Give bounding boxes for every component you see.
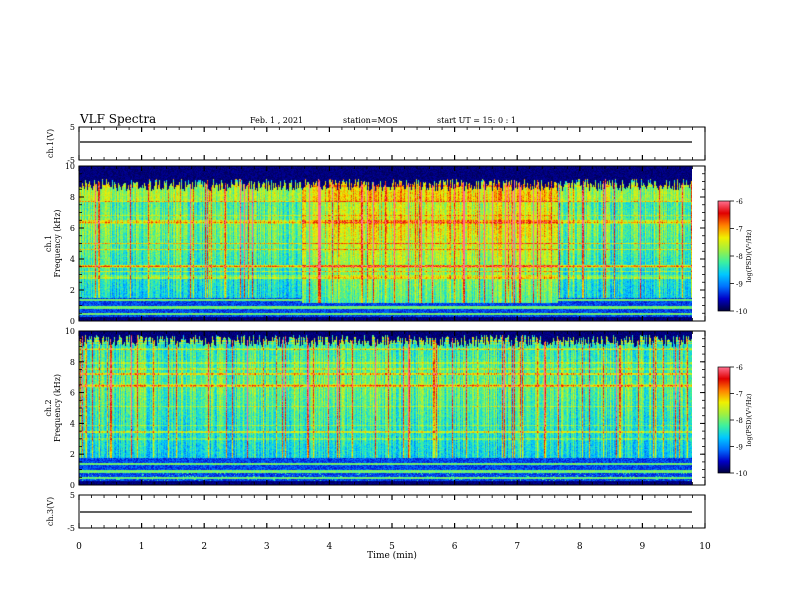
y-tick-label: 5 bbox=[70, 491, 75, 500]
colorbar-tick-label: -9 bbox=[736, 444, 743, 452]
y-tick-label: 2 bbox=[70, 286, 75, 295]
colorbar-tick-label: -7 bbox=[736, 226, 743, 234]
y-axis-label: Frequency (kHz) bbox=[53, 374, 62, 442]
x-tick-label: 9 bbox=[640, 542, 646, 552]
colorbar-tick-label: -8 bbox=[736, 417, 743, 425]
axis-ticks bbox=[78, 126, 706, 529]
colorbar-tick-label: -6 bbox=[736, 364, 743, 372]
colorbar-tick-label: -7 bbox=[736, 391, 743, 399]
y-tick-label: 0 bbox=[70, 317, 75, 326]
y-tick-label: 10 bbox=[65, 327, 75, 336]
panel-channel-label: ch.1 bbox=[44, 235, 53, 252]
x-tick-label: 10 bbox=[699, 542, 711, 552]
colorbar-tick-label: -8 bbox=[736, 253, 743, 261]
x-tick-label: 8 bbox=[577, 542, 583, 552]
colorbar-ticks: -6 -7 -8 -9 -10 log(PSD)(V²/Hz) -6 -7 -8 -9 -10 log… bbox=[730, 198, 753, 478]
y-tick-label: 0 bbox=[70, 481, 75, 490]
y-tick-label: 8 bbox=[70, 193, 75, 202]
ch2-colorbar bbox=[717, 366, 731, 474]
colorbar-tick-label: -10 bbox=[736, 470, 747, 478]
ch2-spectrogram-image bbox=[79, 331, 692, 485]
y-tick-label: 4 bbox=[70, 419, 75, 428]
start-time-label: start UT = 15: 0 : 1 bbox=[437, 116, 516, 125]
y-tick-label: 6 bbox=[70, 389, 75, 398]
y-tick-label: 5 bbox=[70, 123, 75, 132]
y-tick-label: 4 bbox=[70, 255, 75, 264]
date-label: Feb. 1 , 2021 bbox=[250, 116, 303, 125]
x-tick-label: 3 bbox=[264, 542, 270, 552]
ch1-spectrogram-image bbox=[79, 166, 692, 321]
x-axis-label: Time (min) bbox=[367, 550, 417, 561]
x-tick-label: 1 bbox=[139, 542, 145, 552]
y-tick-label: 2 bbox=[70, 450, 75, 459]
y-axis-label: ch.3(V) bbox=[46, 497, 55, 526]
y-tick-label: -5 bbox=[67, 524, 75, 533]
x-tick-label: 7 bbox=[514, 542, 520, 552]
station-label: station=MOS bbox=[343, 116, 398, 125]
colorbar-tick-label: -10 bbox=[736, 308, 747, 316]
y-axis-label: Frequency (kHz) bbox=[53, 209, 62, 277]
y-axis-label: ch.1(V) bbox=[46, 129, 55, 158]
figure-title: VLF Spectra bbox=[79, 112, 156, 126]
y-tick-label: 6 bbox=[70, 224, 75, 233]
ch1-colorbar bbox=[717, 200, 731, 312]
colorbar-label: log(PSD)(V²/Hz) bbox=[745, 393, 753, 446]
x-tick-label: 5 bbox=[389, 542, 395, 552]
y-tick-label: 8 bbox=[70, 358, 75, 367]
colorbar-label: log(PSD)(V²/Hz) bbox=[745, 229, 753, 282]
colorbar-tick-label: -6 bbox=[736, 198, 743, 206]
y-tick-label: -5 bbox=[67, 156, 75, 165]
x-tick-label: 6 bbox=[452, 542, 458, 552]
panel-channel-label: ch.2 bbox=[44, 399, 53, 416]
colorbar-tick-label: -9 bbox=[736, 281, 743, 289]
y-tick-label: 10 bbox=[65, 162, 75, 171]
x-tick-label: 0 bbox=[76, 542, 82, 552]
x-tick-label: 2 bbox=[201, 542, 207, 552]
x-tick-label: 4 bbox=[327, 542, 333, 552]
